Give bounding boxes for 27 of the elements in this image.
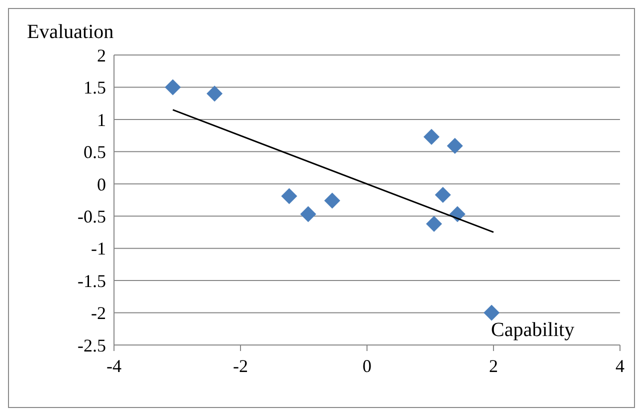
point (434, 186, 451, 203)
point (281, 188, 298, 204)
y-tick-label: -2 (91, 303, 106, 324)
x-axis-title: Capability (491, 319, 574, 342)
point (324, 192, 340, 209)
y-tick-label: 1.5 (84, 78, 106, 98)
point (206, 86, 223, 102)
point (424, 128, 440, 145)
point (446, 138, 463, 154)
point (164, 79, 181, 96)
x-tick-label: 2 (489, 356, 498, 376)
point (484, 304, 500, 321)
y-tick-label: 0.5 (84, 142, 106, 162)
y-tick-label: -1.5 (78, 270, 106, 291)
x-tick-label: -4 (106, 356, 122, 376)
point (426, 216, 442, 232)
point (300, 206, 316, 222)
y-tick-label: 0 (97, 174, 106, 194)
y-axis-title: Evaluation (27, 21, 114, 44)
y-tick-label: -2.5 (78, 335, 106, 356)
y-tick-label: 1 (97, 110, 106, 130)
x-tick-label: 0 (362, 356, 372, 376)
x-tick-label: 4 (616, 356, 624, 376)
y-tick-label: -1 (91, 238, 106, 259)
x-tick-label: -2 (233, 356, 248, 376)
y-tick-label: -0.5 (78, 206, 106, 226)
y-tick-label: 2 (97, 45, 106, 66)
